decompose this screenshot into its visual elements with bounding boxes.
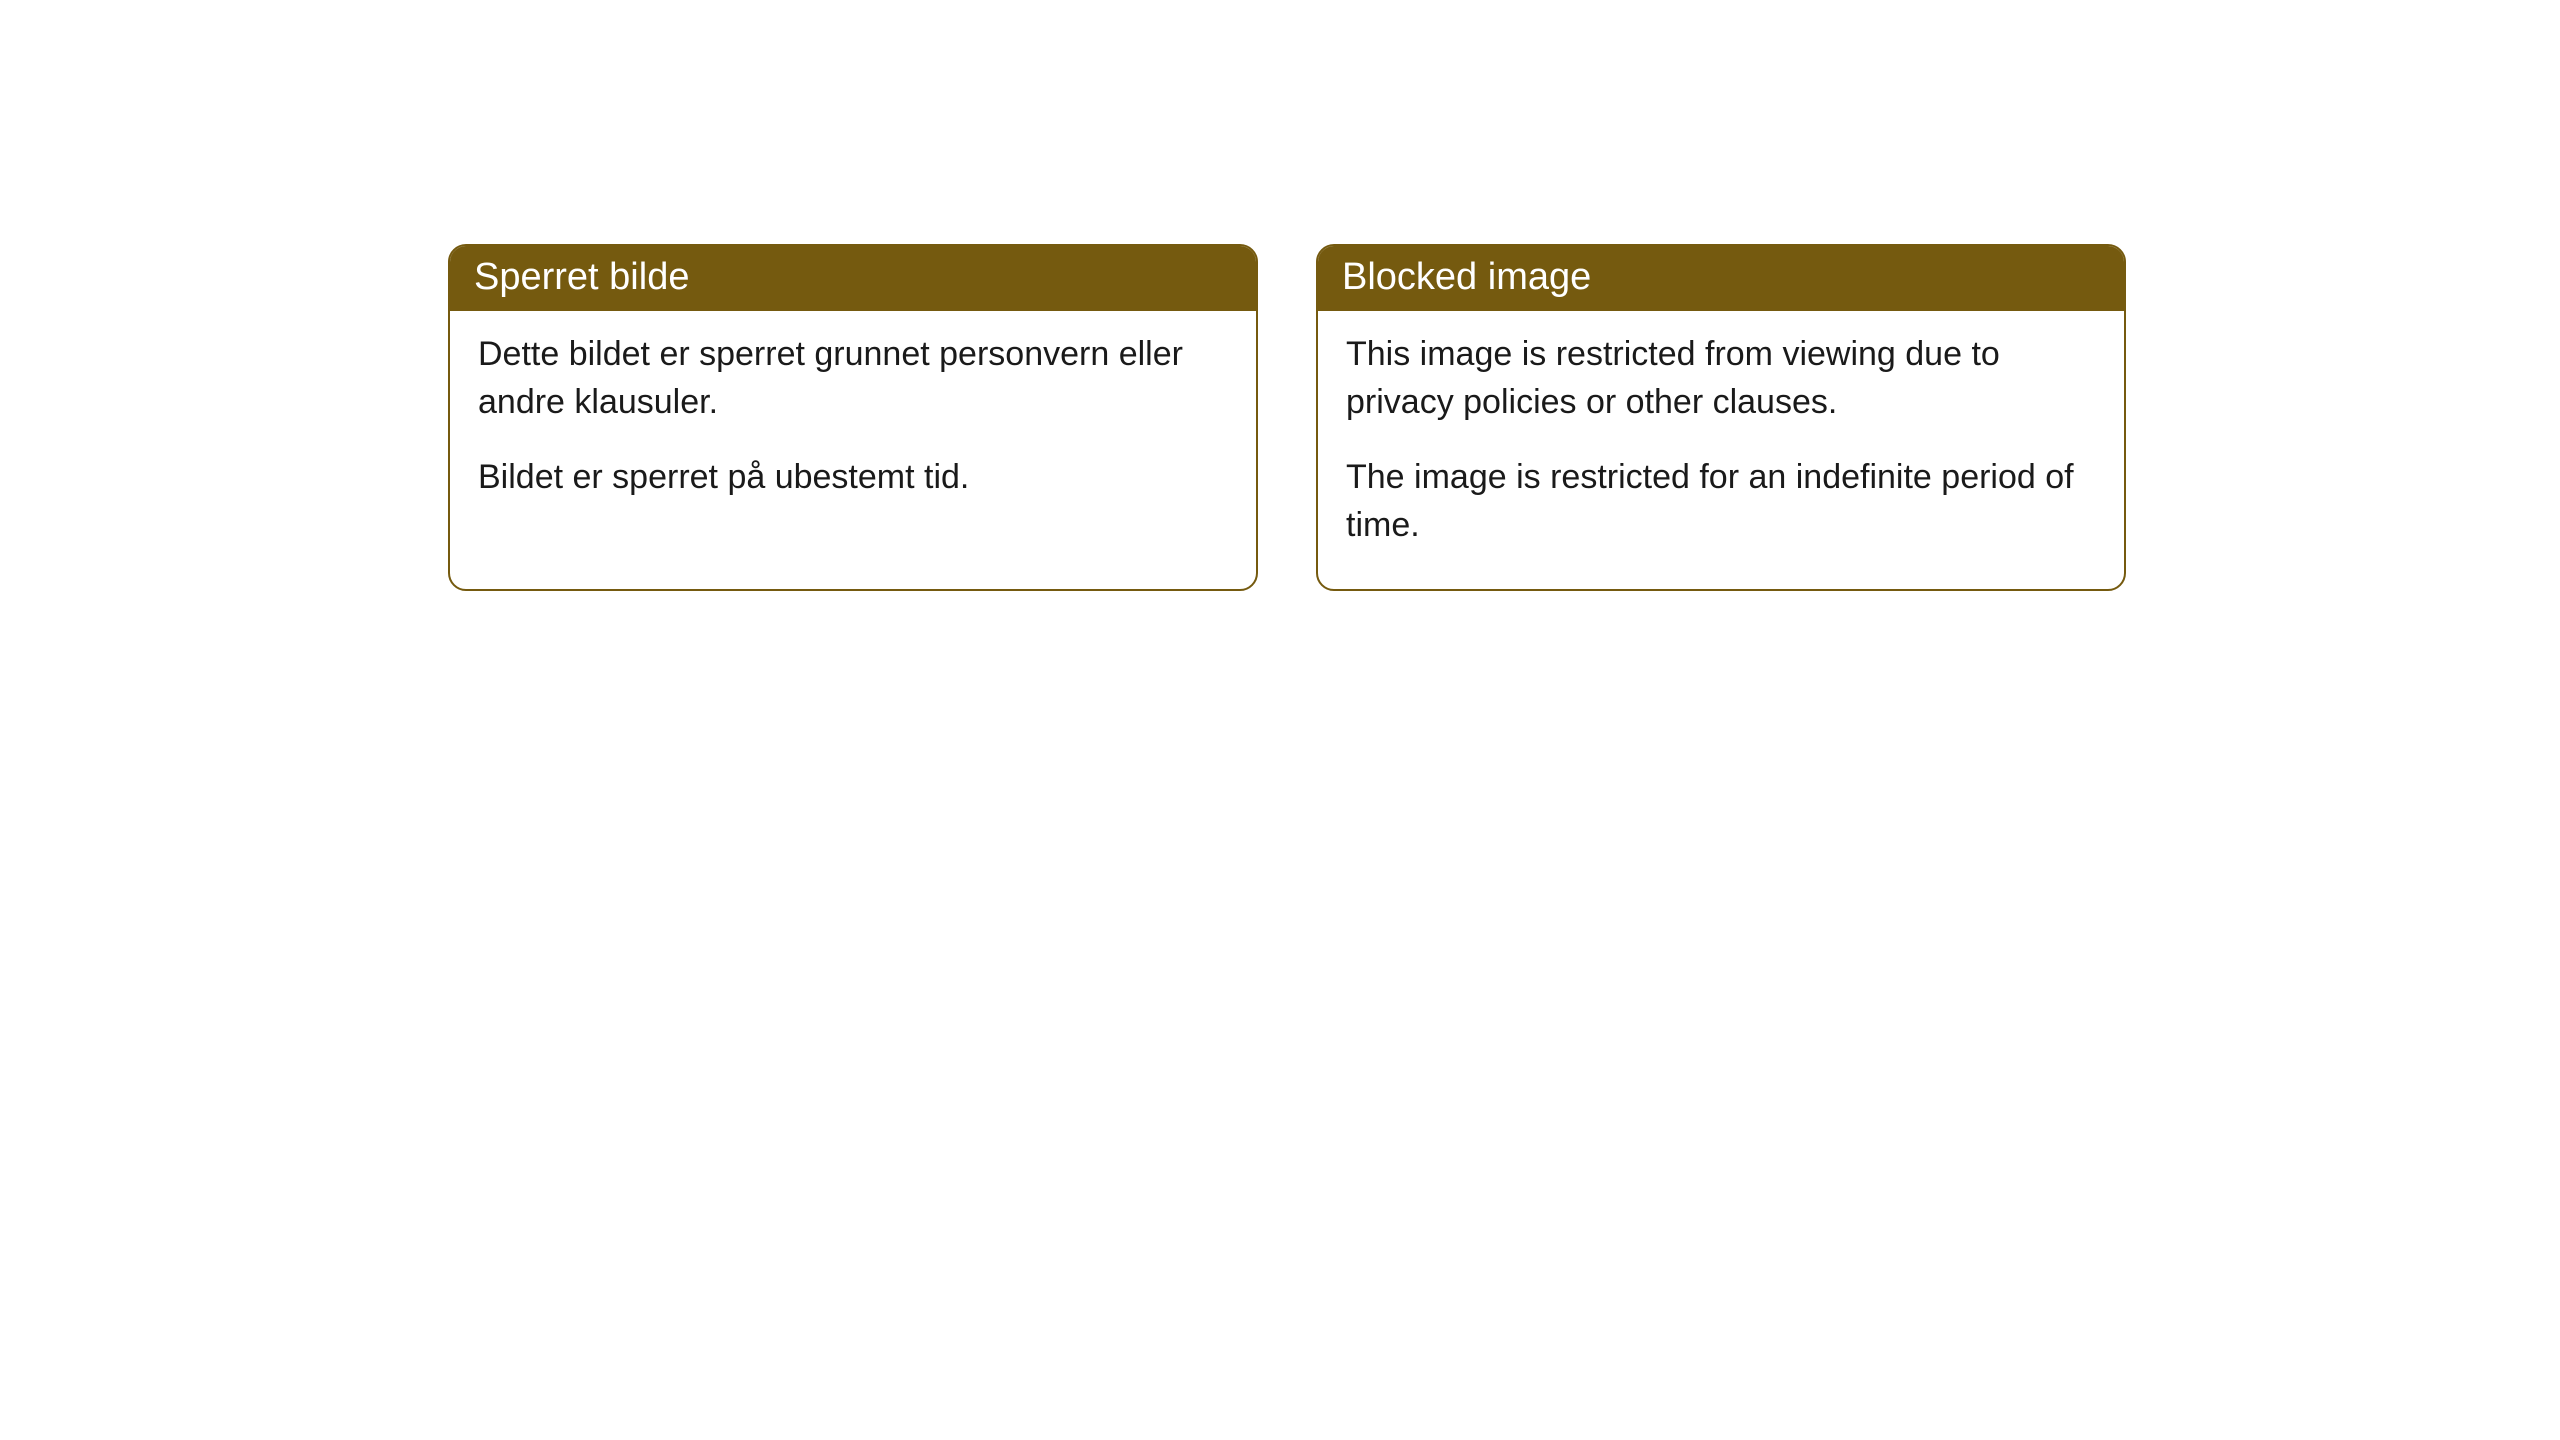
card-paragraph-1-norwegian: Dette bildet er sperret grunnet personve…	[478, 331, 1228, 426]
card-paragraph-2-english: The image is restricted for an indefinit…	[1346, 454, 2096, 549]
card-body-norwegian: Dette bildet er sperret grunnet personve…	[450, 311, 1256, 542]
card-paragraph-1-english: This image is restricted from viewing du…	[1346, 331, 2096, 426]
blocked-image-card-english: Blocked image This image is restricted f…	[1316, 244, 2126, 591]
notice-cards-container: Sperret bilde Dette bildet er sperret gr…	[448, 244, 2126, 591]
card-header-english: Blocked image	[1318, 246, 2124, 311]
blocked-image-card-norwegian: Sperret bilde Dette bildet er sperret gr…	[448, 244, 1258, 591]
card-paragraph-2-norwegian: Bildet er sperret på ubestemt tid.	[478, 454, 1228, 502]
card-header-norwegian: Sperret bilde	[450, 246, 1256, 311]
card-body-english: This image is restricted from viewing du…	[1318, 311, 2124, 589]
